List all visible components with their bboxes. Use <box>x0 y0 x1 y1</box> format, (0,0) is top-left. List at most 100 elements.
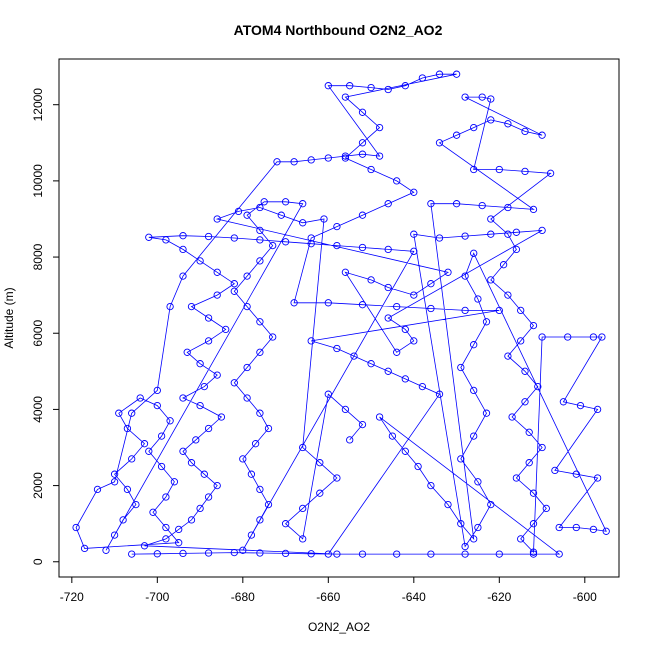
data-point <box>542 504 550 513</box>
data-point <box>576 401 585 410</box>
data-point <box>367 165 375 174</box>
data-point <box>482 409 491 417</box>
data-point <box>269 333 277 341</box>
data-point <box>162 493 170 501</box>
data-point <box>358 301 367 309</box>
data-point <box>384 200 392 208</box>
data-point <box>538 226 546 235</box>
data-point <box>375 123 384 132</box>
data-point <box>495 306 503 315</box>
data-point <box>273 158 281 166</box>
data-point <box>393 302 401 311</box>
data-point <box>504 203 512 212</box>
data-point <box>401 447 409 455</box>
data-point <box>256 348 264 356</box>
data-point <box>153 401 161 410</box>
data-point <box>512 474 521 482</box>
data-point <box>534 382 542 391</box>
data-point <box>427 304 435 313</box>
data-point <box>204 314 213 322</box>
data-point <box>204 337 213 345</box>
data-point <box>132 500 140 509</box>
data-point <box>299 504 307 513</box>
data-point <box>504 120 512 128</box>
data-point <box>243 272 251 280</box>
data-point <box>341 405 350 414</box>
data-point <box>149 508 157 516</box>
data-point <box>375 152 384 160</box>
data-point <box>179 549 187 558</box>
data-point <box>444 268 452 276</box>
series-line <box>75 73 607 555</box>
data-point <box>243 394 251 402</box>
data-point <box>521 367 529 375</box>
data-point <box>367 360 375 368</box>
data-point <box>555 550 563 558</box>
data-point <box>529 548 538 556</box>
data-point <box>521 398 529 406</box>
data-point <box>243 211 251 219</box>
x-tick-label: -620 <box>487 590 511 604</box>
data-point <box>529 489 538 497</box>
chart-title: ATOM4 Northbound O2N2_AO2 <box>234 22 443 38</box>
y-tick-label: 4000 <box>31 396 45 423</box>
data-point <box>546 169 555 177</box>
data-point <box>393 550 401 558</box>
data-point <box>145 233 153 241</box>
data-point <box>307 337 315 345</box>
y-tick-label: 0 <box>31 558 45 565</box>
data-point <box>470 123 478 132</box>
data-point <box>192 436 200 444</box>
data-point <box>444 500 452 509</box>
data-point <box>290 158 298 166</box>
data-point <box>487 116 495 124</box>
data-point <box>213 291 221 299</box>
data-point <box>482 318 491 326</box>
data-point <box>175 539 183 547</box>
data-point <box>256 485 264 494</box>
data-point <box>183 348 191 356</box>
y-tick-label: 2000 <box>31 472 45 499</box>
x-axis-label: O2N2_AO2 <box>308 620 370 634</box>
data-point <box>256 516 264 524</box>
data-point <box>452 131 461 139</box>
data-point <box>508 413 516 421</box>
data-point <box>299 219 307 227</box>
data-point <box>529 520 538 528</box>
data-point <box>333 222 341 231</box>
data-point <box>299 535 307 543</box>
data-point <box>474 478 482 486</box>
data-point <box>529 205 538 214</box>
data-point <box>410 337 418 345</box>
data-point <box>358 150 367 158</box>
data-point <box>598 333 606 341</box>
data-point <box>538 131 546 139</box>
data-point <box>200 382 208 391</box>
series-layer <box>72 70 610 558</box>
data-point <box>196 504 204 513</box>
data-point <box>333 241 341 250</box>
data-point <box>589 525 598 534</box>
data-point <box>256 409 264 417</box>
data-point <box>230 287 238 295</box>
data-point <box>470 386 478 395</box>
data-point <box>316 489 324 497</box>
data-point <box>525 459 533 467</box>
data-point <box>358 139 367 147</box>
data-point <box>217 413 226 421</box>
data-point <box>410 188 418 196</box>
data-point <box>136 394 144 402</box>
data-point <box>410 291 418 299</box>
data-point <box>213 371 221 379</box>
data-point <box>341 152 350 160</box>
data-point <box>243 363 251 372</box>
data-point <box>213 268 221 276</box>
data-point <box>333 344 341 353</box>
data-point <box>572 523 580 532</box>
y-tick-label: 8000 <box>31 243 45 270</box>
data-point <box>230 548 238 557</box>
data-point <box>213 215 221 223</box>
y-axis: 0 2000 4000 6000 8000 10000 12000 <box>31 88 60 565</box>
data-point <box>128 409 136 417</box>
